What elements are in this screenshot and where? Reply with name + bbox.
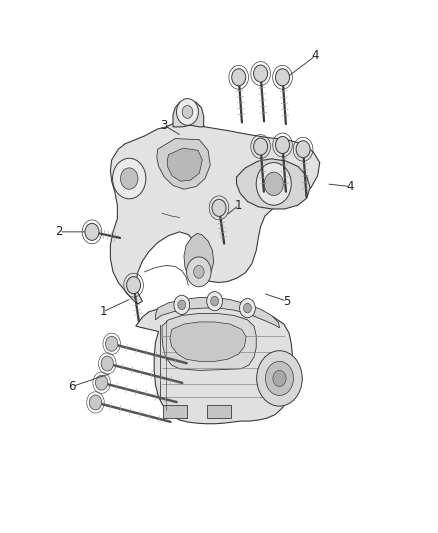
Polygon shape [207, 405, 231, 418]
Circle shape [256, 163, 291, 205]
Polygon shape [237, 159, 310, 209]
Polygon shape [162, 313, 256, 370]
Polygon shape [184, 233, 214, 281]
Circle shape [211, 296, 219, 306]
Polygon shape [110, 120, 320, 304]
Text: 6: 6 [68, 380, 76, 393]
Circle shape [265, 361, 293, 395]
Text: 4: 4 [346, 180, 354, 193]
Circle shape [178, 300, 186, 310]
Circle shape [296, 141, 310, 158]
Circle shape [232, 69, 246, 86]
Polygon shape [157, 139, 210, 189]
Text: 1: 1 [235, 199, 243, 212]
Polygon shape [136, 303, 293, 424]
Circle shape [106, 336, 118, 351]
Circle shape [182, 106, 193, 118]
Circle shape [244, 303, 251, 313]
Text: 5: 5 [283, 295, 290, 308]
Circle shape [174, 295, 190, 314]
Text: 2: 2 [55, 225, 63, 238]
Circle shape [212, 199, 226, 216]
Polygon shape [163, 405, 187, 418]
Text: 3: 3 [161, 119, 168, 132]
Polygon shape [173, 100, 204, 127]
Circle shape [257, 351, 302, 406]
Circle shape [207, 292, 223, 311]
Circle shape [177, 99, 198, 125]
Polygon shape [155, 297, 279, 328]
Circle shape [95, 375, 108, 390]
Text: 4: 4 [311, 50, 319, 62]
Circle shape [101, 356, 113, 371]
Circle shape [194, 265, 204, 278]
Circle shape [113, 158, 146, 199]
Circle shape [254, 138, 268, 155]
Circle shape [187, 257, 211, 287]
Circle shape [276, 69, 290, 86]
Circle shape [127, 277, 141, 294]
Circle shape [254, 65, 268, 82]
Circle shape [240, 298, 255, 318]
Polygon shape [167, 148, 202, 181]
Circle shape [276, 136, 290, 154]
Circle shape [120, 168, 138, 189]
Circle shape [273, 370, 286, 386]
Circle shape [85, 223, 99, 240]
Circle shape [264, 172, 283, 196]
Polygon shape [170, 322, 246, 361]
Circle shape [89, 395, 102, 410]
Text: 1: 1 [99, 305, 107, 318]
